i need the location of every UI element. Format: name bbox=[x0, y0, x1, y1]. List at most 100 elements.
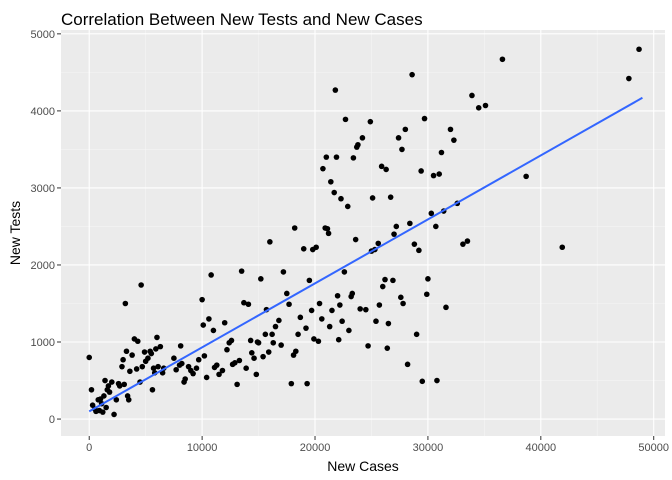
data-point bbox=[177, 343, 184, 349]
data-point bbox=[288, 380, 295, 387]
data-point bbox=[357, 306, 363, 312]
data-point bbox=[399, 146, 405, 153]
data-point bbox=[203, 374, 210, 381]
data-point bbox=[331, 189, 338, 196]
trend-line-group bbox=[88, 96, 643, 413]
data-point bbox=[378, 163, 385, 170]
data-point bbox=[182, 376, 188, 382]
data-point bbox=[251, 355, 257, 361]
data-point bbox=[365, 343, 371, 349]
data-point bbox=[195, 356, 202, 363]
data-point bbox=[154, 334, 160, 341]
data-point bbox=[208, 272, 214, 278]
data-point bbox=[293, 348, 299, 355]
data-point bbox=[149, 386, 156, 393]
data-point bbox=[260, 353, 266, 360]
data-point bbox=[421, 115, 428, 122]
data-point bbox=[258, 276, 264, 282]
data-point bbox=[303, 325, 309, 331]
data-point bbox=[216, 371, 222, 378]
data-point bbox=[201, 353, 208, 359]
data-point bbox=[267, 239, 273, 245]
data-point bbox=[332, 87, 339, 93]
data-point bbox=[241, 299, 247, 306]
y-tick-label: 5000 bbox=[31, 29, 55, 41]
data-point bbox=[341, 269, 348, 275]
data-point bbox=[460, 241, 466, 247]
data-point bbox=[326, 323, 333, 330]
data-point bbox=[121, 381, 128, 388]
data-point bbox=[384, 345, 391, 351]
data-point bbox=[391, 231, 397, 237]
data-point bbox=[337, 302, 343, 308]
data-point bbox=[499, 56, 506, 63]
data-point bbox=[150, 365, 157, 372]
data-point bbox=[210, 327, 217, 334]
data-point bbox=[111, 411, 117, 418]
data-point bbox=[238, 268, 245, 274]
data-point bbox=[123, 348, 130, 355]
minor-gridlines bbox=[61, 30, 665, 436]
data-point bbox=[328, 178, 334, 185]
data-point bbox=[103, 404, 109, 411]
data-point bbox=[295, 331, 301, 338]
data-point bbox=[626, 75, 632, 82]
data-point bbox=[236, 357, 243, 364]
data-point bbox=[262, 331, 269, 338]
data-point bbox=[291, 225, 298, 231]
data-point bbox=[482, 102, 489, 109]
data-point bbox=[339, 318, 345, 325]
data-point bbox=[325, 230, 332, 237]
data-point bbox=[138, 282, 144, 288]
data-point bbox=[253, 371, 260, 378]
data-point bbox=[395, 135, 402, 141]
data-point bbox=[335, 336, 342, 343]
data-point bbox=[311, 336, 317, 342]
data-point bbox=[109, 379, 115, 385]
data-point bbox=[350, 155, 357, 161]
data-point bbox=[438, 149, 445, 156]
data-point bbox=[416, 247, 422, 254]
data-point bbox=[402, 126, 409, 133]
y-tick-label: 0 bbox=[49, 414, 55, 426]
data-point bbox=[283, 290, 290, 297]
data-point bbox=[86, 354, 93, 361]
data-point bbox=[367, 118, 374, 125]
data-point bbox=[447, 126, 454, 133]
x-tick-label: 20000 bbox=[300, 442, 331, 454]
data-point bbox=[407, 220, 413, 227]
data-point bbox=[559, 244, 566, 251]
data-point bbox=[221, 319, 228, 326]
data-point bbox=[113, 396, 120, 403]
data-point bbox=[425, 276, 431, 282]
data-point bbox=[134, 338, 141, 345]
data-point bbox=[434, 377, 440, 384]
data-point bbox=[308, 307, 315, 314]
data-point bbox=[393, 223, 400, 230]
data-point bbox=[418, 168, 424, 174]
y-tick-label: 1000 bbox=[31, 337, 55, 349]
data-point bbox=[382, 276, 388, 283]
data-point bbox=[315, 338, 322, 345]
data-point bbox=[193, 365, 200, 372]
data-point bbox=[106, 389, 113, 395]
major-gridlines bbox=[61, 30, 665, 436]
data-point bbox=[199, 296, 205, 303]
data-point bbox=[179, 360, 185, 367]
data-point bbox=[122, 300, 129, 307]
data-point bbox=[379, 283, 386, 290]
data-point bbox=[145, 355, 151, 361]
data-point bbox=[430, 172, 437, 179]
data-point bbox=[359, 135, 366, 141]
data-point bbox=[200, 322, 207, 328]
x-tick-label: 30000 bbox=[413, 442, 444, 454]
data-point bbox=[352, 236, 359, 243]
data-point bbox=[316, 300, 323, 307]
data-point bbox=[99, 409, 106, 415]
data-point bbox=[276, 317, 282, 324]
data-point bbox=[270, 339, 277, 346]
data-point bbox=[344, 203, 351, 210]
axes: 0 10000 20000 30000 40000 50000 0 1000 2000 3000 4… bbox=[31, 29, 669, 454]
data-point bbox=[171, 355, 177, 361]
